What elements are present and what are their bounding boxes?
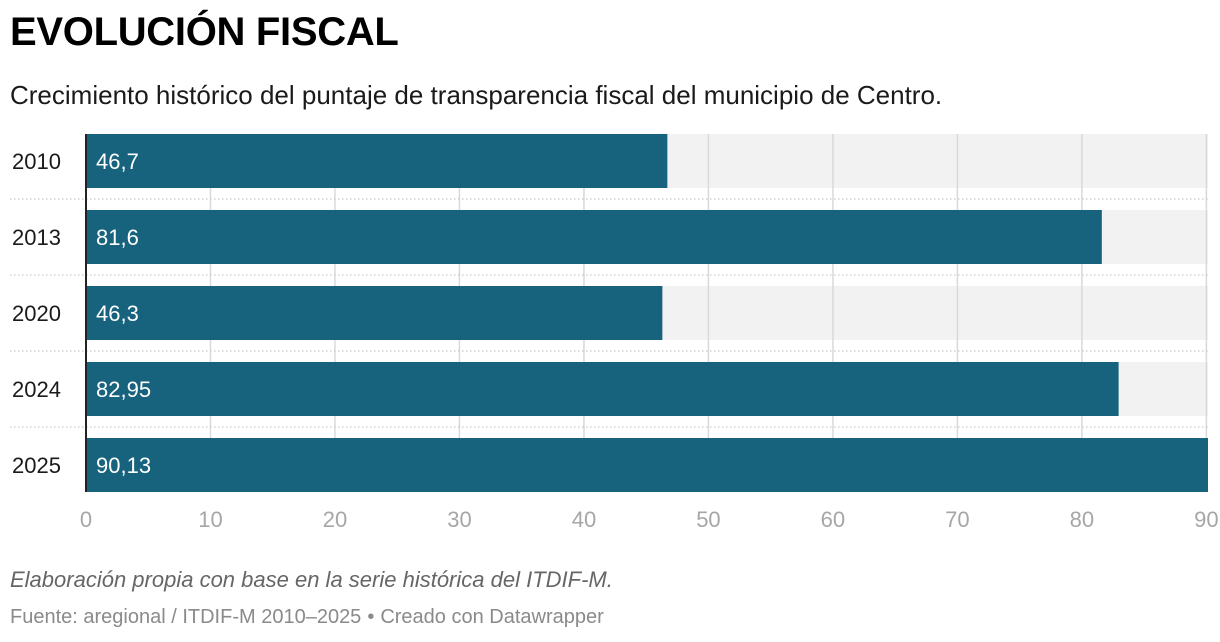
bar-2010 — [86, 134, 668, 188]
bar-2025 — [86, 438, 1208, 492]
x-tick-label: 40 — [572, 507, 596, 532]
x-tick-label: 70 — [945, 507, 969, 532]
x-tick-label: 50 — [696, 507, 720, 532]
x-tick-label: 20 — [323, 507, 347, 532]
source-separator: • — [367, 606, 375, 628]
bar-value-label: 46,7 — [96, 149, 139, 174]
bar-2020 — [86, 286, 663, 340]
x-tick-label: 80 — [1070, 507, 1094, 532]
bar-value-label: 82,95 — [96, 377, 151, 402]
x-tick-label: 10 — [198, 507, 222, 532]
bar-value-label: 81,6 — [96, 225, 139, 250]
bar-2024 — [86, 362, 1119, 416]
chart-source: Fuente: aregional / ITDIF-M 2010–2025 • Cr… — [10, 606, 604, 629]
x-tick-label: 60 — [821, 507, 845, 532]
x-tick-label: 0 — [80, 507, 92, 532]
bar-value-label: 90,13 — [96, 453, 151, 478]
bar-chart: 46,7 2010 81,6 2013 46,3 2020 82,95 2024 90,13 20… — [0, 120, 1220, 540]
category-label: 2013 — [12, 225, 61, 250]
x-tick-label: 90 — [1194, 507, 1218, 532]
category-label: 2020 — [12, 301, 61, 326]
chart-notes: Elaboración propia con base en la serie … — [10, 567, 613, 592]
chart-subtitle: Crecimiento histórico del puntaje de tra… — [10, 80, 943, 110]
chart-title: EVOLUCIÓN FISCAL — [10, 10, 399, 54]
credit-text: Creado con Datawrapper — [380, 606, 604, 628]
category-label: 2010 — [12, 149, 61, 174]
x-tick-label: 30 — [447, 507, 471, 532]
bar-value-label: 46,3 — [96, 301, 139, 326]
source-text: Fuente: aregional / ITDIF-M 2010–2025 — [10, 606, 362, 628]
category-label: 2024 — [12, 377, 61, 402]
category-label: 2025 — [12, 453, 61, 478]
bar-2013 — [86, 210, 1102, 264]
bar-chart-svg: 46,7201081,6201346,3202082,95202490,1320… — [10, 134, 1219, 532]
